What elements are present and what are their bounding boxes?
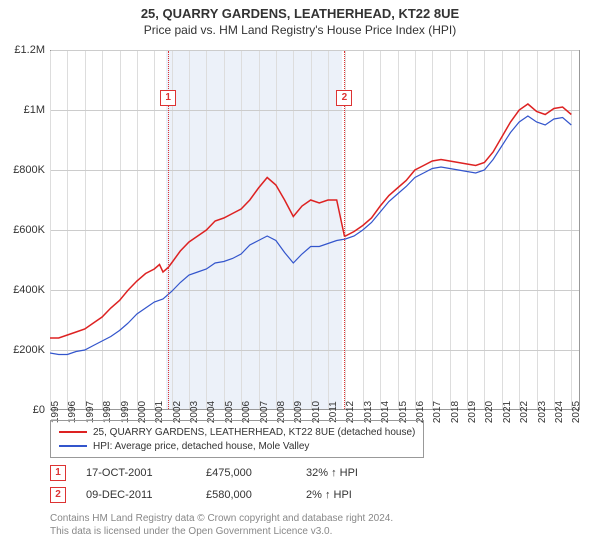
- x-axis-label: 2019: [467, 401, 478, 423]
- x-axis-label: 2025: [571, 401, 582, 423]
- y-axis-label: £800K: [13, 164, 45, 176]
- event-id-box: 2: [50, 487, 66, 503]
- x-axis-label: 2020: [484, 401, 495, 423]
- event-diff: 32% ↑ HPI: [306, 467, 406, 479]
- event-price: £475,000: [206, 467, 306, 479]
- legend-swatch: [59, 431, 87, 433]
- attribution-footer: Contains HM Land Registry data © Crown c…: [50, 512, 393, 538]
- y-axis-label: £400K: [13, 284, 45, 296]
- event-marker-box: 2: [336, 90, 352, 106]
- x-axis-label: 2023: [537, 401, 548, 423]
- event-table: 1 17-OCT-2001£475,00032% ↑ HPI 2 09-DEC-201…: [50, 462, 406, 506]
- y-axis-label: £600K: [13, 224, 45, 236]
- x-axis-label: 2021: [502, 401, 513, 423]
- x-axis-label: 2017: [432, 401, 443, 423]
- y-axis-label: £1M: [24, 104, 45, 116]
- event-price: £580,000: [206, 489, 306, 501]
- chart-subtitle: Price paid vs. HM Land Registry's House …: [0, 21, 600, 43]
- legend-swatch: [59, 445, 87, 447]
- chart-lines: [50, 50, 580, 410]
- x-axis-label: 2022: [519, 401, 530, 423]
- y-axis-label: £1.2M: [14, 44, 45, 56]
- y-axis-label: £0: [33, 404, 45, 416]
- event-date: 09-DEC-2011: [86, 489, 206, 501]
- x-axis-label: 2018: [450, 401, 461, 423]
- chart-title: 25, QUARRY GARDENS, LEATHERHEAD, KT22 8U…: [0, 0, 600, 21]
- chart-container: 25, QUARRY GARDENS, LEATHERHEAD, KT22 8U…: [0, 0, 600, 560]
- legend-row: 25, QUARRY GARDENS, LEATHERHEAD, KT22 8U…: [59, 425, 415, 439]
- series-line: [50, 104, 571, 338]
- legend: 25, QUARRY GARDENS, LEATHERHEAD, KT22 8U…: [50, 420, 424, 458]
- event-date: 17-OCT-2001: [86, 467, 206, 479]
- chart-area: 12 £0£200K£400K£600K£800K£1M£1.2M 199519…: [50, 50, 580, 410]
- event-id-box: 1: [50, 465, 66, 481]
- y-axis-label: £200K: [13, 344, 45, 356]
- event-diff: 2% ↑ HPI: [306, 489, 406, 501]
- footer-line-2: This data is licensed under the Open Gov…: [50, 525, 393, 538]
- x-axis-label: 2024: [554, 401, 565, 423]
- legend-label: HPI: Average price, detached house, Mole…: [93, 441, 309, 452]
- legend-label: 25, QUARRY GARDENS, LEATHERHEAD, KT22 8U…: [93, 427, 415, 438]
- legend-row: HPI: Average price, detached house, Mole…: [59, 439, 415, 453]
- footer-line-1: Contains HM Land Registry data © Crown c…: [50, 512, 393, 525]
- event-row: 2 09-DEC-2011£580,0002% ↑ HPI: [50, 484, 406, 506]
- event-marker-box: 1: [160, 90, 176, 106]
- event-row: 1 17-OCT-2001£475,00032% ↑ HPI: [50, 462, 406, 484]
